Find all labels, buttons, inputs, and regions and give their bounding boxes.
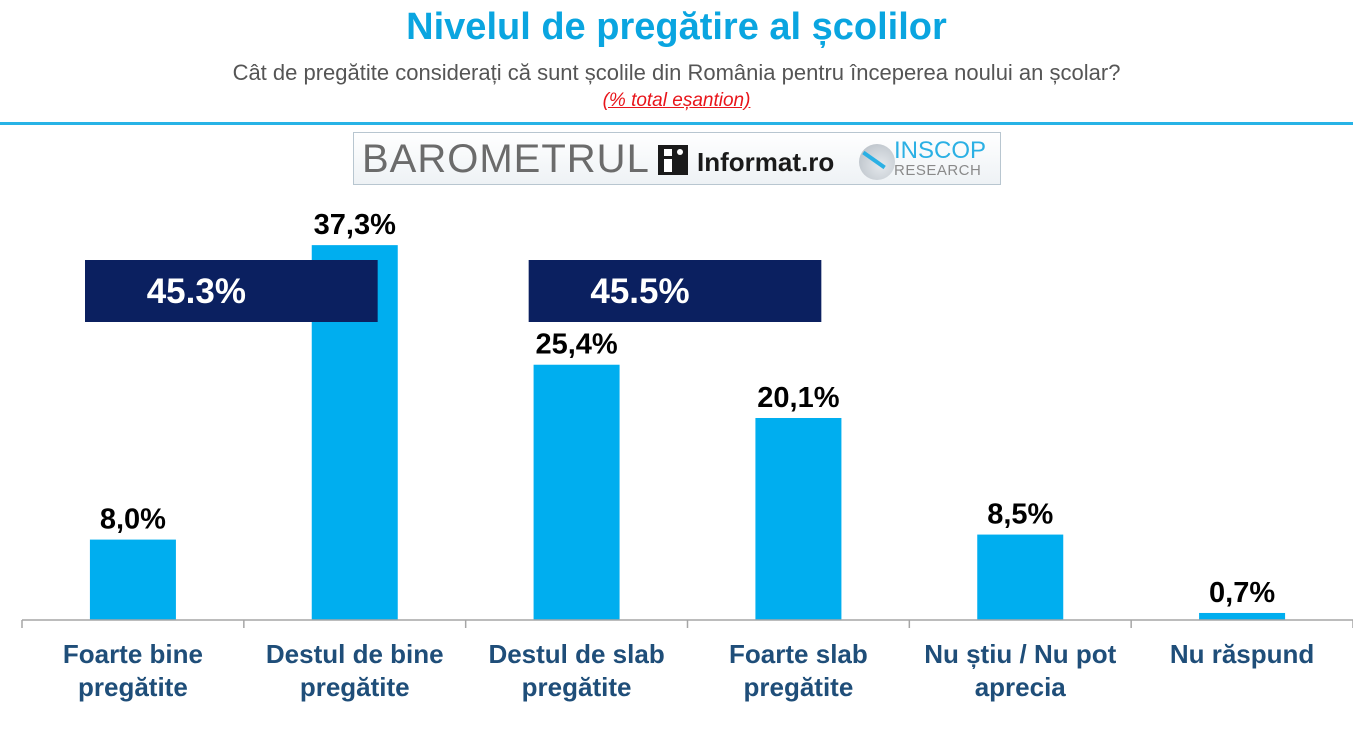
category-label: Nu știu / Nu pot bbox=[924, 639, 1116, 669]
category-label: pregătite bbox=[522, 672, 632, 702]
bar bbox=[89, 539, 176, 620]
chart-subtitle: Cât de pregătite considerați că sunt șco… bbox=[232, 60, 1121, 85]
chart-title: Nivelul de pregătire al școlilor bbox=[406, 6, 947, 48]
category-label: pregătite bbox=[300, 672, 410, 702]
inscop-logo-text: INSCOP bbox=[894, 137, 987, 164]
category-label: Foarte bine bbox=[63, 639, 203, 669]
inscop-logo-icon bbox=[859, 144, 895, 180]
group-total-box bbox=[85, 260, 378, 322]
group-total-label: 45.3% bbox=[147, 272, 246, 311]
group-total-box bbox=[528, 260, 822, 322]
research-logo-text: RESEARCH bbox=[894, 162, 982, 179]
bar bbox=[533, 364, 620, 620]
header-divider bbox=[0, 122, 1353, 125]
group-total-label: 45.5% bbox=[590, 272, 689, 311]
category-label: pregătite bbox=[744, 672, 854, 702]
data-label: 8,5% bbox=[987, 499, 1053, 531]
sample-note: (% total eșantion) bbox=[602, 90, 751, 111]
category-label: pregătite bbox=[78, 672, 188, 702]
data-label: 25,4% bbox=[535, 329, 617, 361]
sponsor-logo-banner: BAROMETRUL Informat.ro INSCOP RESEARCH bbox=[353, 132, 1001, 185]
category-label: aprecia bbox=[975, 672, 1067, 702]
data-label: 0,7% bbox=[1209, 577, 1275, 609]
data-label: 8,0% bbox=[100, 504, 166, 536]
category-label: Destul de bine bbox=[266, 639, 444, 669]
bar bbox=[755, 417, 842, 620]
bar bbox=[977, 534, 1064, 620]
informat-logo-icon bbox=[658, 145, 688, 175]
informat-logo-text: Informat.ro bbox=[697, 147, 835, 177]
data-label: 20,1% bbox=[757, 382, 839, 414]
category-label: Destul de slab bbox=[488, 639, 664, 669]
bar bbox=[1199, 612, 1286, 620]
category-label: Nu răspund bbox=[1170, 639, 1314, 669]
category-label: Foarte slab bbox=[729, 639, 868, 669]
data-label: 37,3% bbox=[314, 209, 396, 241]
barometrul-logo-text: BAROMETRUL bbox=[362, 137, 650, 181]
